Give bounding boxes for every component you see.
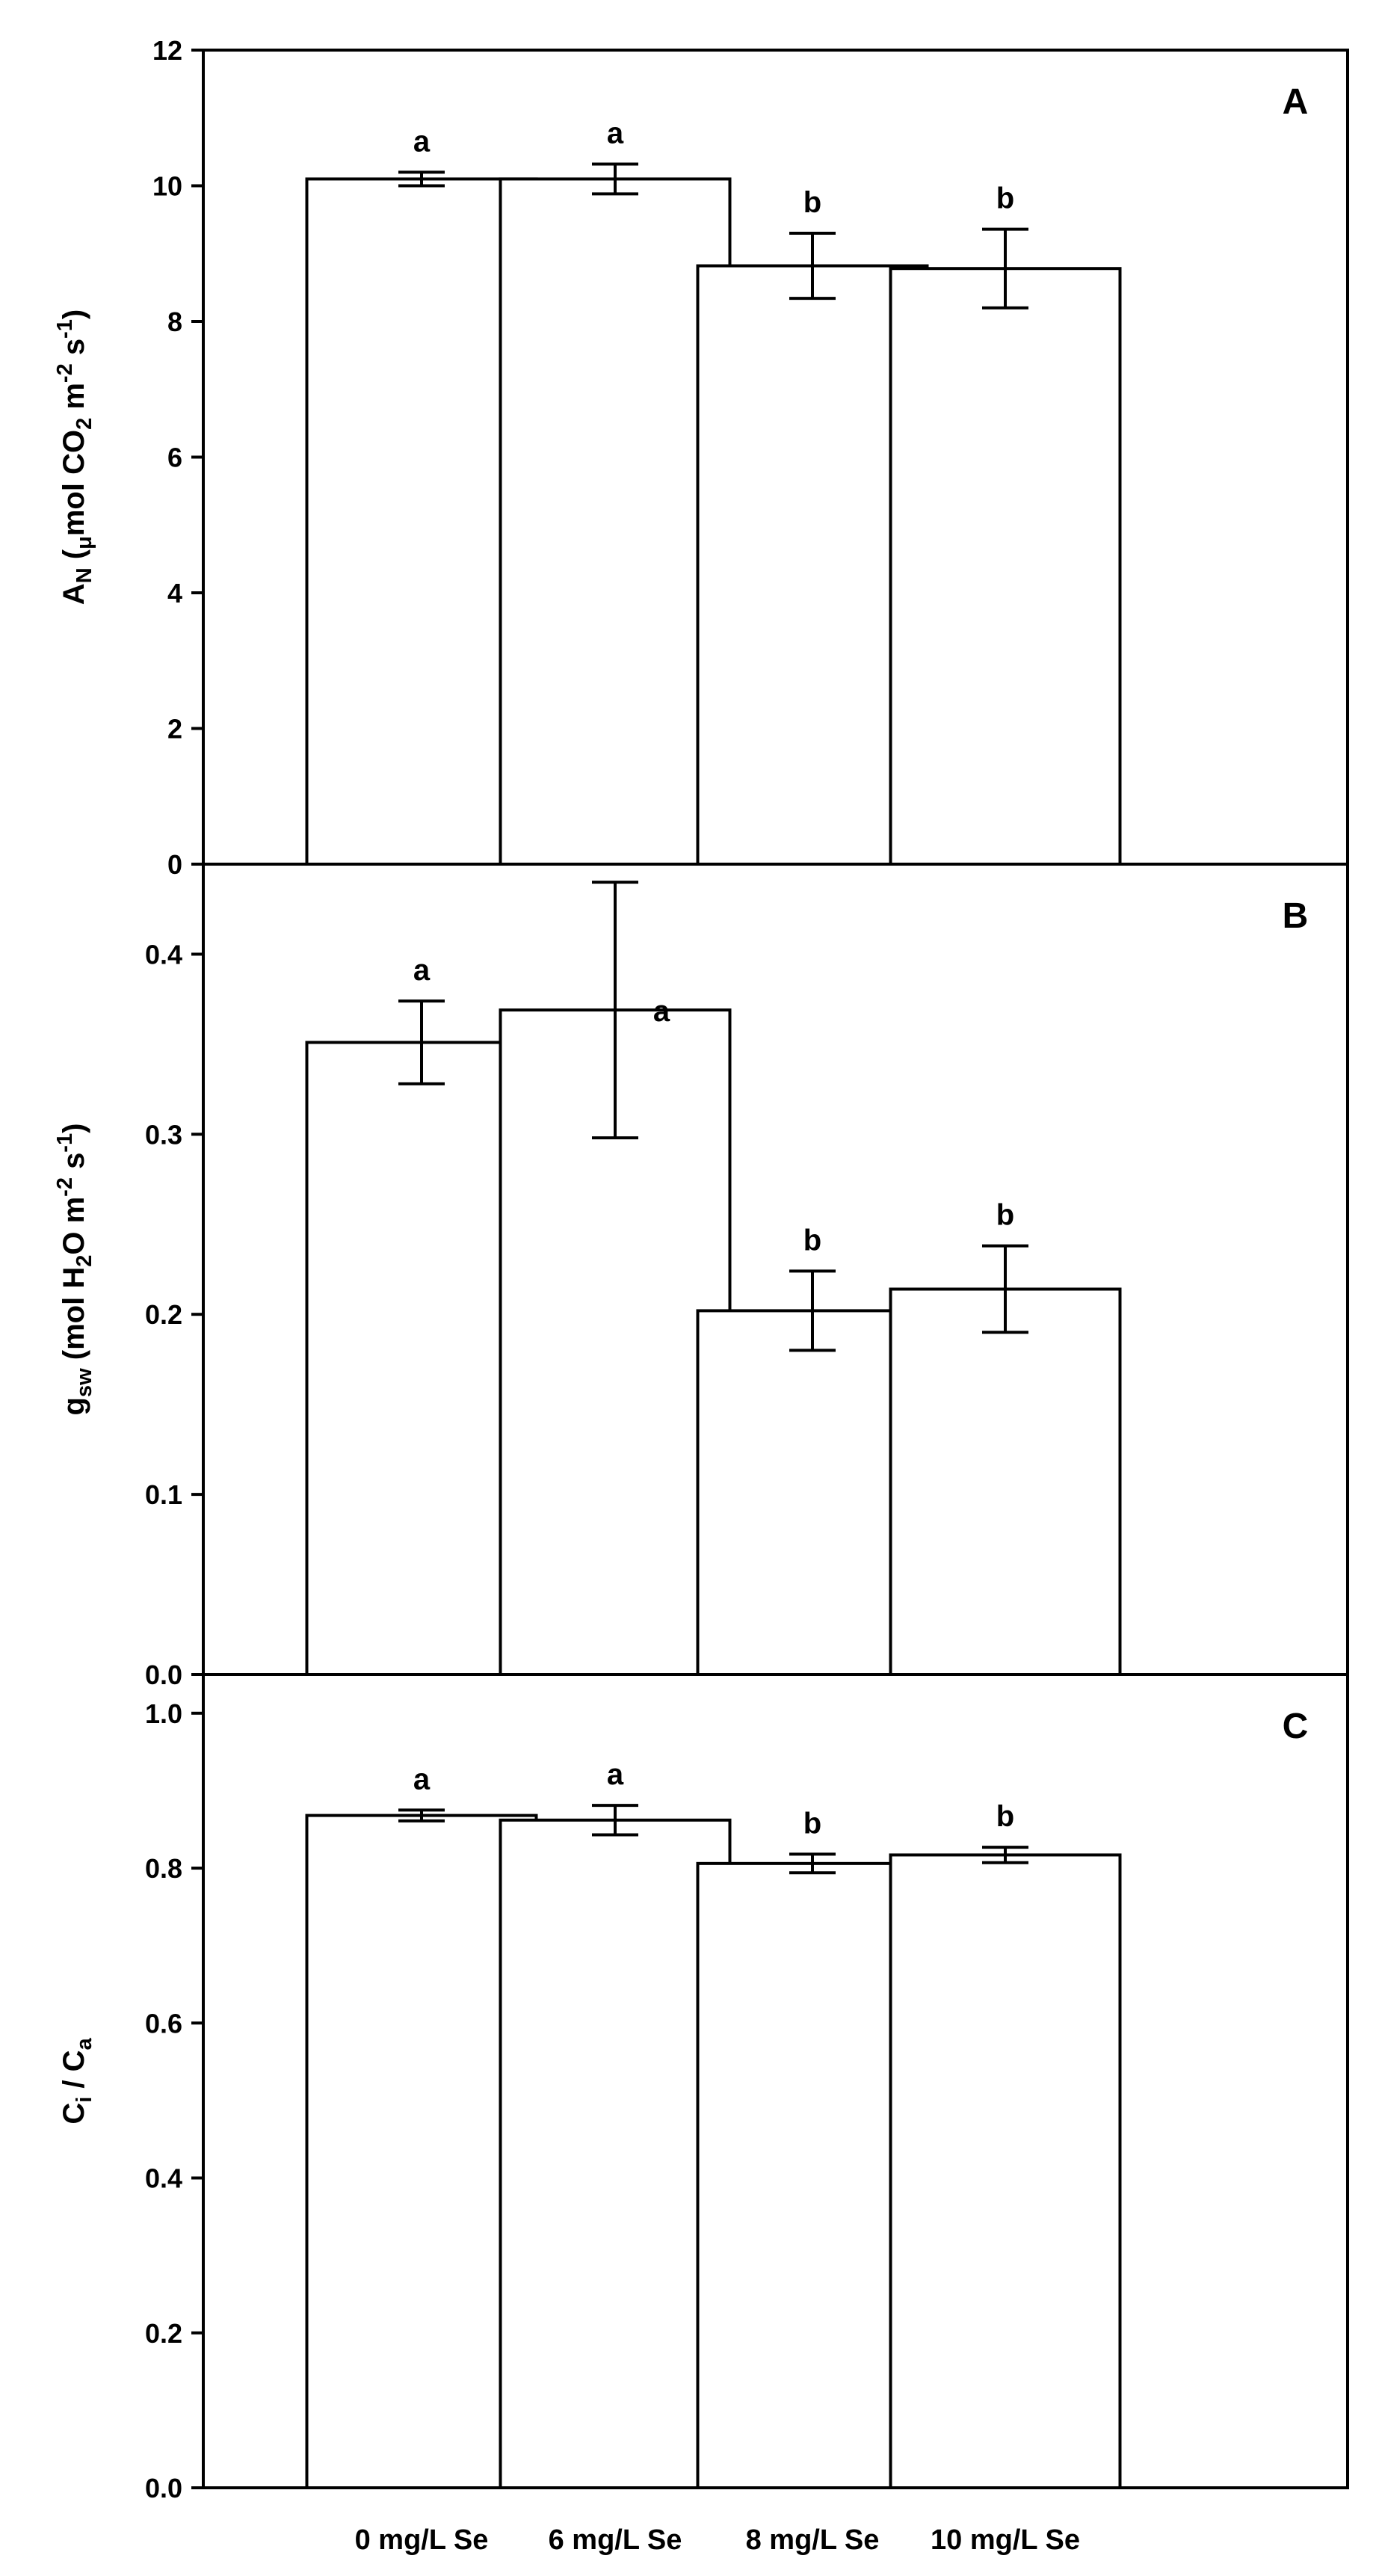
bar: [499, 1818, 732, 2489]
bar: [305, 1814, 538, 2489]
bar: [696, 264, 929, 866]
y-axis-title-part: m: [58, 383, 90, 418]
significance-letter: b: [803, 186, 821, 219]
significance-letter: a: [413, 125, 431, 158]
y-axis-title-part: -2: [53, 363, 77, 383]
y-axis-title-part: / C: [58, 2050, 90, 2096]
significance-letter: a: [607, 117, 624, 150]
y-axis-title-part: -2: [53, 1177, 77, 1197]
y-axis-title-part: ): [58, 309, 90, 319]
y-tick-label: 4: [167, 578, 182, 608]
panel-b: 0.0 0.1 0.2 0.3 0.4 gsw (mol H2O m-2 s-1) Ba a b…: [53, 863, 1349, 1690]
y-axis-title-part: ): [58, 1124, 90, 1133]
y-axis-title: Ci / Ca: [58, 2037, 96, 2124]
y-axis-title-part: sw: [72, 1368, 96, 1397]
bar: [696, 1861, 929, 2490]
y-tick-label: 6: [167, 443, 182, 473]
y-axis-title-part: (: [58, 549, 90, 567]
panel-letter: C: [1283, 1707, 1309, 1746]
x-category-label: 8 mg/L Se: [746, 2524, 880, 2556]
y-tick-label: 0.2: [145, 2318, 182, 2349]
y-axis-title-part: i: [72, 2097, 96, 2103]
y-axis-title-part: A: [58, 583, 90, 605]
y-tick-label: 0.0: [145, 2473, 182, 2503]
y-axis-title-part: -1: [53, 319, 77, 339]
bar: [499, 177, 732, 866]
y-axis-title-part: C: [58, 2103, 90, 2124]
y-tick-label: 0.0: [145, 1660, 182, 1690]
y-axis-title-part: 2: [72, 1255, 96, 1267]
significance-letter: a: [413, 1763, 431, 1796]
y-axis-title: AN (μmol CO2 m-2 s-1): [53, 309, 96, 605]
y-axis-title-part: N: [72, 567, 96, 583]
y-tick-label: 0.1: [145, 1479, 182, 1510]
y-tick-label: 12: [152, 35, 182, 66]
y-axis-title-part: a: [72, 2037, 96, 2050]
y-axis-title-part: 2: [72, 418, 96, 430]
y-tick-label: 8: [167, 306, 182, 337]
significance-letter: b: [996, 1800, 1014, 1833]
significance-letter: b: [996, 182, 1014, 215]
y-tick-label: 1.0: [145, 1698, 182, 1729]
y-axis-title-part: -1: [53, 1133, 77, 1153]
bar: [696, 1309, 929, 1676]
y-axis-title-part: mol CO: [58, 430, 90, 536]
x-category-label: 0 mg/L Se: [355, 2524, 489, 2556]
y-axis-title: gsw (mol H2O m-2 s-1): [53, 1124, 96, 1416]
bar: [889, 1287, 1122, 1676]
y-tick-label: 0.4: [145, 939, 182, 970]
bar: [889, 267, 1122, 866]
significance-letter: b: [803, 1224, 821, 1257]
y-tick-label: 0.8: [145, 1853, 182, 1884]
panel-letter: A: [1283, 82, 1309, 122]
y-tick-label: 2: [167, 714, 182, 745]
significance-letter: b: [996, 1199, 1014, 1232]
x-category-label: 10 mg/L Se: [931, 2524, 1080, 2556]
y-tick-label: 10: [152, 171, 182, 202]
y-tick-label: 0.4: [145, 2163, 182, 2194]
y-axis-title-part: s: [58, 1153, 90, 1177]
significance-letter: a: [413, 954, 431, 987]
panel-letter: B: [1283, 896, 1309, 936]
significance-letter: b: [803, 1807, 821, 1840]
significance-letter: a: [607, 1758, 624, 1791]
y-tick-label: 0.2: [145, 1299, 182, 1330]
y-axis-title-part: g: [58, 1397, 90, 1415]
significance-letter: a: [653, 995, 670, 1028]
y-axis-title-part: μ: [72, 536, 96, 549]
y-axis-title-part: (mol H: [58, 1267, 90, 1369]
y-tick-label: 0.6: [145, 2008, 182, 2039]
y-axis-title-part: s: [58, 339, 90, 363]
y-tick-label: 0.3: [145, 1119, 182, 1150]
y-axis-title-part: O m: [58, 1197, 90, 1255]
x-category-label: 6 mg/L Se: [549, 2524, 682, 2556]
bar: [889, 1853, 1122, 2489]
y-tick-label: 0: [167, 849, 182, 880]
